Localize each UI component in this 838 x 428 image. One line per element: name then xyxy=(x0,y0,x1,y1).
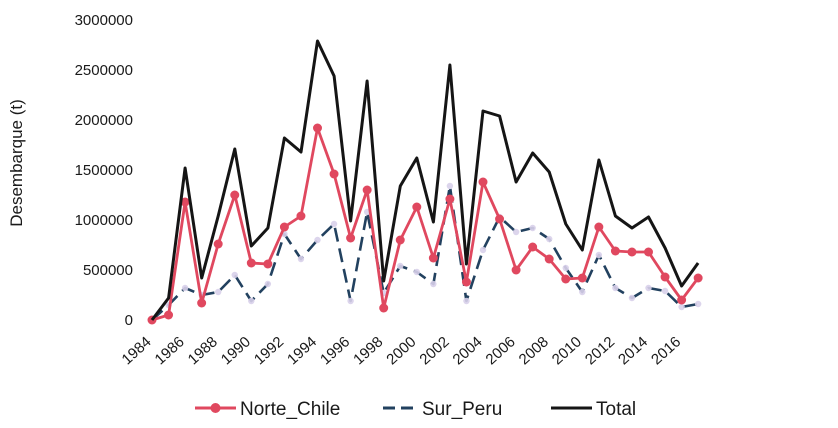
legend: Norte_Chile Sur_Peru Total xyxy=(195,399,636,420)
data-point xyxy=(230,190,240,200)
x-tick-label: 2012 xyxy=(582,333,618,368)
x-tick-label: 2016 xyxy=(648,333,684,368)
data-point xyxy=(511,265,521,275)
series-line-sur-peru xyxy=(151,184,699,321)
data-point xyxy=(428,253,438,263)
data-point xyxy=(279,222,289,232)
x-tick-label: 2010 xyxy=(549,333,585,368)
data-point xyxy=(330,220,338,228)
data-point xyxy=(297,255,305,263)
plot-area xyxy=(147,39,703,325)
data-point xyxy=(610,246,620,256)
series-line-total xyxy=(150,39,700,321)
x-tick-label: 1994 xyxy=(284,333,320,368)
data-point xyxy=(627,247,637,257)
data-point xyxy=(181,284,189,292)
data-point xyxy=(577,273,587,283)
x-tick-label: 2014 xyxy=(615,333,651,368)
x-tick-label: 1998 xyxy=(350,333,386,368)
x-tick-label: 1992 xyxy=(251,333,287,368)
data-point xyxy=(362,185,372,195)
data-point xyxy=(461,277,471,287)
y-tick-label: 2500000 xyxy=(75,62,133,79)
x-tick-label: 2000 xyxy=(383,333,419,368)
data-point xyxy=(413,268,420,276)
data-point xyxy=(313,123,322,133)
x-tick-label: 1988 xyxy=(185,333,221,368)
data-point xyxy=(164,310,174,320)
data-point xyxy=(347,297,354,305)
legend-marker xyxy=(210,403,221,413)
legend-label-norte-chile: Norte_Chile xyxy=(240,399,340,420)
data-point xyxy=(544,254,554,264)
y-tick-label: 1000000 xyxy=(75,212,133,229)
data-point xyxy=(693,273,703,283)
data-point xyxy=(264,280,272,288)
data-point xyxy=(412,202,422,212)
data-point xyxy=(445,194,455,204)
data-point xyxy=(529,224,536,232)
y-tick-label: 500000 xyxy=(83,262,133,279)
data-point xyxy=(562,264,569,272)
y-axis-title: Desembarque (t) xyxy=(7,99,26,227)
data-point xyxy=(478,177,488,187)
data-point xyxy=(644,247,653,257)
y-tick-label: 1500000 xyxy=(75,162,133,179)
data-point xyxy=(346,233,356,243)
data-point xyxy=(180,197,190,207)
data-point xyxy=(231,271,238,279)
data-point xyxy=(395,235,405,245)
data-point xyxy=(677,295,687,305)
legend-label-sur-peru: Sur_Peru xyxy=(422,399,502,420)
data-point xyxy=(594,222,604,232)
y-axis-ticks: 0 500000 1000000 1500000 2000000 2500000 30000… xyxy=(75,12,133,329)
data-point xyxy=(197,298,207,308)
data-point xyxy=(579,288,586,296)
data-point xyxy=(248,297,255,305)
x-tick-label: 2008 xyxy=(516,333,552,368)
x-tick-label: 1986 xyxy=(152,333,188,368)
data-point xyxy=(546,235,553,243)
data-point xyxy=(660,272,670,282)
data-point xyxy=(495,214,505,224)
data-point xyxy=(678,303,685,311)
data-point xyxy=(512,228,520,236)
data-point xyxy=(595,251,603,259)
data-point xyxy=(397,262,404,270)
data-point xyxy=(314,236,321,244)
data-point xyxy=(329,169,339,179)
data-point xyxy=(263,259,273,269)
data-point xyxy=(446,182,454,190)
data-point xyxy=(479,246,487,254)
data-point xyxy=(628,294,636,302)
data-point xyxy=(528,242,538,252)
x-tick-label: 1996 xyxy=(317,333,353,368)
data-point xyxy=(246,258,256,268)
x-tick-label: 2006 xyxy=(483,333,519,368)
x-tick-label: 1984 xyxy=(118,333,154,368)
x-tick-label: 2002 xyxy=(416,333,452,368)
data-point xyxy=(661,287,669,295)
x-axis-ticks: 1984198619881990199219941996199820002002… xyxy=(118,333,684,368)
x-tick-label: 1990 xyxy=(218,333,254,368)
x-tick-label: 2004 xyxy=(449,333,485,368)
data-point xyxy=(561,274,571,284)
data-point xyxy=(430,280,437,288)
legend-label-total: Total xyxy=(596,399,636,420)
data-point xyxy=(213,239,223,249)
data-point xyxy=(215,288,222,296)
data-point xyxy=(645,284,652,292)
y-tick-label: 0 xyxy=(125,312,133,329)
data-point xyxy=(694,300,702,308)
data-point xyxy=(379,303,389,313)
data-point xyxy=(296,211,306,221)
series-line-norte-chile xyxy=(151,126,700,322)
y-tick-label: 3000000 xyxy=(75,12,133,29)
data-point xyxy=(463,297,470,305)
data-point xyxy=(612,284,619,292)
y-tick-label: 2000000 xyxy=(75,112,133,129)
